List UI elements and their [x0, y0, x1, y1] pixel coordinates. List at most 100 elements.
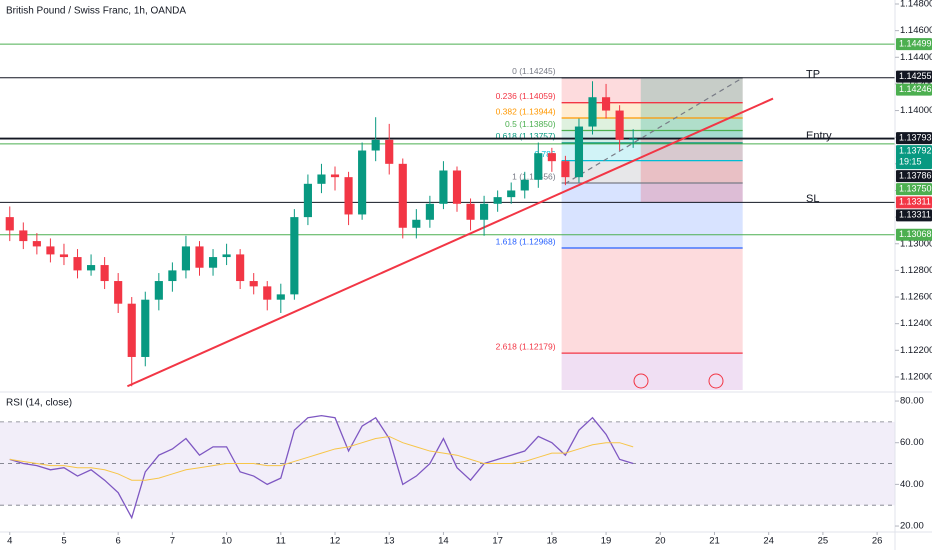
candle-body	[236, 254, 245, 282]
candle-body	[534, 153, 543, 180]
fib-label: 0.786	[534, 149, 556, 159]
axes: 1.12000 1.12200 1.12400 1.12600 1.12800 1.130…	[7, 0, 932, 547]
fib-label: 0.5 (1.13850)	[505, 119, 556, 129]
price-label-box	[896, 196, 932, 209]
candle-body	[439, 170, 448, 204]
candle-body	[344, 177, 353, 215]
candle-body	[59, 254, 69, 258]
price-label: 1.13311	[899, 197, 931, 207]
candle-body	[141, 299, 150, 357]
candle-body	[398, 163, 407, 228]
price-pane: 0 (1.14245) 0.236 (1.14059) 0.382 (1.13944…	[0, 43, 895, 390]
price-label-box	[896, 170, 932, 183]
price-label: 1.13786	[899, 171, 932, 181]
x-tick-label: 24	[763, 536, 774, 547]
candle-body	[330, 174, 340, 178]
candle-body	[114, 281, 123, 304]
x-tick-label: 20	[655, 536, 666, 547]
price-label-box	[896, 145, 932, 170]
candle-body	[303, 183, 312, 218]
x-tick-label: 10	[221, 536, 232, 547]
stop-loss-zone	[640, 138, 743, 203]
rsi-title: RSI (14, close)	[6, 398, 72, 409]
candle-body	[601, 97, 611, 111]
price-label: 1.13792	[899, 146, 932, 156]
rsi-tick-label: 60.00	[900, 437, 924, 448]
price-label: 1.13311	[899, 210, 931, 220]
candle-body	[290, 217, 299, 295]
candle-body	[615, 110, 624, 140]
fib-band	[561, 248, 743, 354]
fib-band	[561, 118, 743, 131]
candle-body	[127, 303, 136, 357]
candle-body	[480, 203, 489, 220]
candle-body	[100, 265, 109, 282]
candle-body	[168, 270, 177, 282]
fib-label: 0.236 (1.14059)	[496, 91, 556, 101]
x-tick-label: 17	[492, 536, 503, 547]
y-tick-label: 1.12400	[900, 318, 932, 329]
y-tick-label: 1.14800	[900, 0, 932, 10]
price-label: 1.14246	[899, 84, 932, 94]
fib-tail	[561, 353, 743, 390]
candle-body	[87, 265, 96, 271]
rsi-tick-label: 20.00	[900, 521, 924, 532]
x-tick-label: 12	[330, 536, 341, 547]
candle-body	[222, 254, 231, 258]
price-label-box	[896, 209, 932, 222]
candle-body	[493, 197, 502, 204]
event-icon[interactable]	[708, 373, 724, 389]
y-tick-label: 1.12800	[900, 265, 932, 276]
price-label-box	[896, 83, 932, 96]
candle-body	[547, 153, 556, 162]
x-tick-label: 21	[709, 536, 720, 547]
rsi-tick-label: 40.00	[900, 479, 924, 490]
price-label: 1.13068	[899, 229, 932, 239]
rsi-pane	[0, 414, 895, 520]
y-tick-label: 1.13000	[900, 238, 932, 249]
candle-body	[412, 219, 421, 228]
y-tick-label: 1.12200	[900, 345, 932, 356]
candle-body	[73, 257, 82, 271]
x-tick-label: 4	[7, 536, 12, 547]
price-label: 1.13750	[899, 184, 932, 194]
candle-body	[629, 138, 638, 140]
x-tick-label: 14	[438, 536, 449, 547]
rsi-line	[9, 435, 634, 481]
y-tick-label: 1.12000	[900, 371, 932, 382]
level-label: TP	[806, 69, 820, 81]
candle-body	[574, 126, 584, 178]
candle-body	[195, 246, 204, 268]
price-label-box	[896, 228, 932, 241]
trendline	[126, 97, 774, 388]
y-tick-label: 1.14400	[900, 52, 932, 63]
fib-label: 0.618 (1.13757)	[496, 131, 556, 141]
fib-label: 1 (1.13456)	[512, 171, 556, 181]
rsi-tick-label: 80.00	[900, 396, 924, 407]
price-label: 1.13793	[899, 133, 932, 143]
candle-body	[425, 203, 434, 220]
candle-body	[371, 139, 380, 151]
x-tick-label: 25	[818, 536, 829, 547]
y-tick-label: 1.12600	[900, 292, 932, 303]
candle-body	[520, 179, 529, 191]
x-tick-label: 11	[276, 536, 286, 547]
candle-body	[385, 139, 394, 164]
candle-body	[452, 170, 462, 204]
candle-body	[181, 246, 191, 271]
alert-icon[interactable]	[633, 373, 649, 389]
chart-title: British Pound / Swiss Franc, 1h, OANDA	[6, 6, 186, 17]
position-path	[564, 77, 743, 185]
price-label: 1.14499	[899, 38, 932, 48]
candle-body	[249, 281, 258, 287]
level-label: Entry	[806, 130, 832, 142]
fib-label: 1.618 (1.12968)	[496, 236, 556, 246]
price-label: 1.14255	[899, 71, 932, 81]
candle-body	[507, 190, 516, 198]
countdown: 19:15	[899, 157, 922, 167]
candle-body	[561, 161, 570, 178]
fib-label: 2.618 (1.12179)	[496, 341, 556, 351]
fib-label: 0 (1.14245)	[512, 66, 556, 76]
candle-body	[263, 286, 272, 300]
fib-band	[561, 160, 743, 184]
